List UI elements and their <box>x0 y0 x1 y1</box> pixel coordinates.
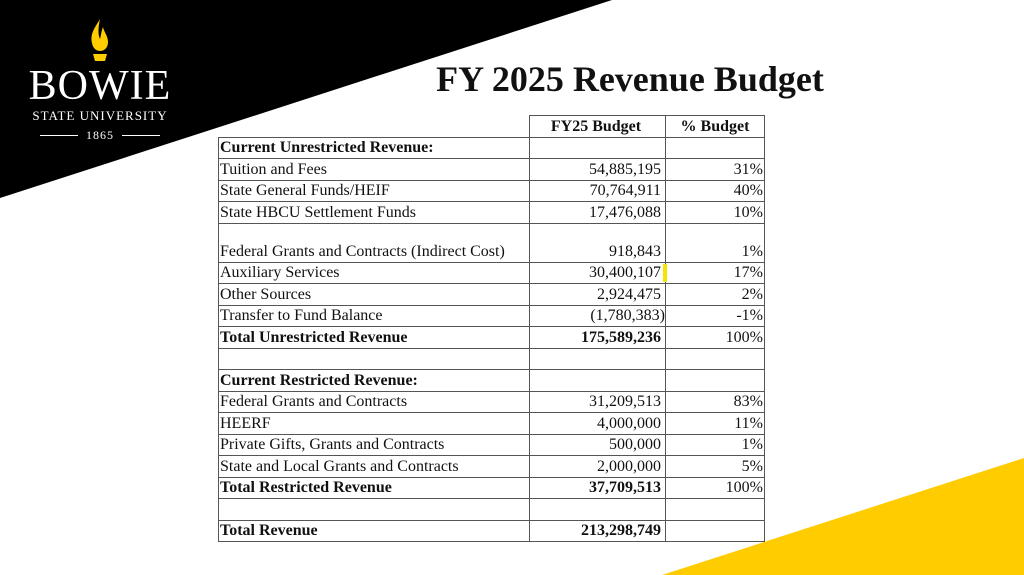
row-label: Federal Grants and Contracts <box>218 390 530 413</box>
table-row: State General Funds/HEIF 70,764,911 40% <box>218 179 765 202</box>
row-label: Transfer to Fund Balance <box>218 304 530 327</box>
row-percent <box>665 369 765 392</box>
row-label: State HBCU Settlement Funds <box>218 201 530 224</box>
table-row: State HBCU Settlement Funds 17,476,088 1… <box>218 201 765 224</box>
university-logo: BOWIE STATE UNIVERSITY 1865 <box>20 18 180 143</box>
row-amount: 37,709,513 <box>529 476 666 499</box>
row-percent: 5% <box>665 455 765 478</box>
cell-cursor-marker <box>663 264 667 282</box>
table-row: Current Restricted Revenue: <box>218 369 765 392</box>
table-row: HEERF 4,000,000 11% <box>218 412 765 435</box>
table-row: Federal Grants and Contracts 31,209,513 … <box>218 390 765 413</box>
row-label: State General Funds/HEIF <box>218 179 530 202</box>
row-percent: 31% <box>665 158 765 181</box>
table-row-empty <box>218 347 765 370</box>
logo-rule-right <box>122 135 160 136</box>
row-percent <box>665 136 765 159</box>
row-percent <box>665 347 765 370</box>
row-amount: (1,780,383) <box>529 304 666 327</box>
table-row-empty <box>218 498 765 521</box>
table-row: Transfer to Fund Balance (1,780,383) -1% <box>218 304 765 327</box>
row-label: Federal Grants and Contracts (Indirect C… <box>218 222 530 263</box>
row-amount: 2,000,000 <box>529 455 666 478</box>
header-amount-cell: FY25 Budget <box>529 115 666 138</box>
row-amount: 175,589,236 <box>529 326 666 349</box>
row-label: Tuition and Fees <box>218 158 530 181</box>
row-label: Current Unrestricted Revenue: <box>218 136 530 159</box>
row-label <box>218 498 530 521</box>
row-label: Total Restricted Revenue <box>218 476 530 499</box>
row-percent: 2% <box>665 283 765 306</box>
row-percent: 40% <box>665 179 765 202</box>
row-percent: 11% <box>665 412 765 435</box>
row-label: Total Unrestricted Revenue <box>218 326 530 349</box>
logo-year: 1865 <box>86 128 114 142</box>
row-percent: 10% <box>665 201 765 224</box>
row-percent: 1% <box>665 433 765 456</box>
logo-year-row: 1865 <box>20 128 180 143</box>
row-amount <box>529 136 666 159</box>
table-row: Auxiliary Services 30,400,107 17% <box>218 261 765 284</box>
table-row-total: Total Restricted Revenue 37,709,513 100% <box>218 476 765 499</box>
row-amount: 54,885,195 <box>529 158 666 181</box>
table-row-grand-total: Total Revenue 213,298,749 <box>218 519 765 542</box>
table-row: Current Unrestricted Revenue: <box>218 136 765 159</box>
row-amount: 17,476,088 <box>529 201 666 224</box>
row-percent <box>665 498 765 521</box>
amount-with-cursor: 30,400,107 <box>589 263 667 283</box>
page-title: FY 2025 Revenue Budget <box>436 59 824 99</box>
logo-rule-left <box>40 135 78 136</box>
row-amount: 500,000 <box>529 433 666 456</box>
row-label: Total Revenue <box>218 519 530 542</box>
row-label: Current Restricted Revenue: <box>218 369 530 392</box>
table-row: Tuition and Fees 54,885,195 31% <box>218 158 765 181</box>
header-label-cell <box>218 115 530 138</box>
row-amount-cell[interactable]: 30,400,107 <box>529 261 667 284</box>
row-label <box>218 347 530 370</box>
row-percent: 83% <box>665 390 765 413</box>
table-row: Federal Grants and Contracts (Indirect C… <box>218 222 765 263</box>
row-label: Other Sources <box>218 283 530 306</box>
table-row-total: Total Unrestricted Revenue 175,589,236 1… <box>218 326 765 349</box>
row-label: HEERF <box>218 412 530 435</box>
row-amount: 213,298,749 <box>529 519 666 542</box>
row-amount <box>529 498 666 521</box>
revenue-budget-table: FY25 Budget % Budget Current Unrestricte… <box>218 115 765 542</box>
row-percent: 1% <box>665 222 765 263</box>
row-label: State and Local Grants and Contracts <box>218 455 530 478</box>
row-amount: 4,000,000 <box>529 412 666 435</box>
row-percent: -1% <box>665 304 765 327</box>
torch-flame-icon <box>91 19 108 61</box>
row-percent: 100% <box>665 476 765 499</box>
row-amount: 30,400,107 <box>589 264 661 281</box>
logo-wordmark: BOWIE <box>28 63 172 109</box>
table-header-row: FY25 Budget % Budget <box>218 115 765 138</box>
row-amount <box>529 347 666 370</box>
row-percent <box>665 519 765 542</box>
row-amount <box>529 369 666 392</box>
table-row: Other Sources 2,924,475 2% <box>218 283 765 306</box>
table-row: State and Local Grants and Contracts 2,0… <box>218 455 765 478</box>
row-percent: 17% <box>665 261 765 284</box>
row-amount: 2,924,475 <box>529 283 666 306</box>
table-row: Private Gifts, Grants and Contracts 500,… <box>218 433 765 456</box>
row-amount: 918,843 <box>529 222 666 263</box>
row-label: Private Gifts, Grants and Contracts <box>218 433 530 456</box>
row-label: Auxiliary Services <box>218 261 530 284</box>
header-percent-cell: % Budget <box>665 115 765 138</box>
logo-subtitle: STATE UNIVERSITY <box>32 108 168 123</box>
row-percent: 100% <box>665 326 765 349</box>
row-amount: 31,209,513 <box>529 390 666 413</box>
row-amount: 70,764,911 <box>529 179 666 202</box>
